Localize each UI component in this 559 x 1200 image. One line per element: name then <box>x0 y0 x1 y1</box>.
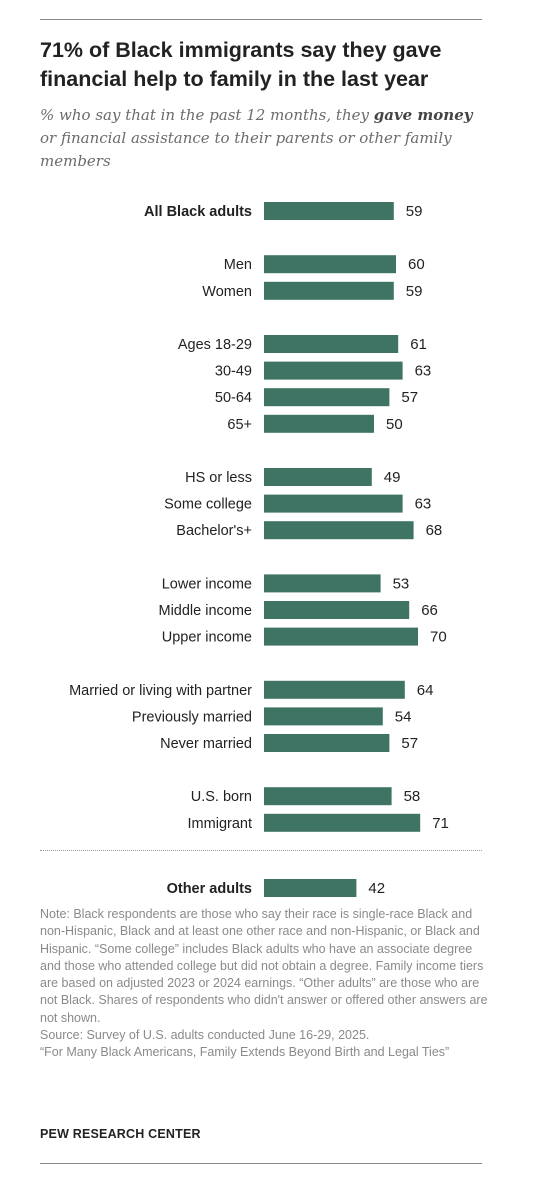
top-rule <box>40 19 482 20</box>
category-label-previously-married: Previously married <box>132 709 252 725</box>
value-label-never-married: 57 <box>401 735 418 752</box>
bar-lower-income <box>264 574 381 593</box>
value-label-some-college: 63 <box>415 496 432 513</box>
value-label-all-black-adults: 59 <box>406 203 423 220</box>
value-label-other-adults: 42 <box>368 880 385 897</box>
report-title: “For Many Black Americans, Family Extend… <box>40 1045 450 1060</box>
category-label-u-s-born: U.S. born <box>191 789 252 805</box>
category-label-men: Men <box>224 257 252 273</box>
chart-title: 71% of Black immigrants say they gave fi… <box>40 38 442 91</box>
category-label-hs-or-less: HS or less <box>185 470 252 486</box>
value-label-30-49: 63 <box>415 363 432 380</box>
bar-previously-married <box>264 707 383 726</box>
category-label-middle-income: Middle income <box>159 603 253 619</box>
category-label-lower-income: Lower income <box>162 576 252 592</box>
bar-upper-income <box>264 627 418 646</box>
subtitle-text: % who say that in the past 12 months, th… <box>40 106 374 124</box>
value-label-65: 50 <box>386 416 403 433</box>
bar-ages-18-29 <box>264 335 399 353</box>
value-label-hs-or-less: 49 <box>384 469 401 486</box>
note-text: Note: Black respondents are those who sa… <box>40 907 488 1025</box>
bar-immigrant <box>264 813 421 832</box>
bar-65 <box>264 414 374 433</box>
bottom-rule <box>40 1163 482 1164</box>
chart-subtitle: % who say that in the past 12 months, th… <box>40 104 490 173</box>
value-label-married-or-living-with-partner: 64 <box>417 682 434 699</box>
value-label-men: 60 <box>408 256 425 273</box>
category-label-upper-income: Upper income <box>162 630 252 646</box>
category-label-some-college: Some college <box>164 497 252 513</box>
dotted-divider <box>40 850 482 851</box>
category-label-immigrant: Immigrant <box>188 816 252 832</box>
bar-other-adults <box>264 879 357 897</box>
category-label-other-adults: Other adults <box>167 881 252 897</box>
category-label-30-49: 30-49 <box>215 364 252 380</box>
category-label-ages-18-29: Ages 18-29 <box>178 337 252 353</box>
value-label-bachelor-s: 68 <box>426 522 443 539</box>
category-label-all-black-adults: All Black adults <box>144 204 252 220</box>
value-label-previously-married: 54 <box>395 708 412 725</box>
value-label-upper-income: 70 <box>430 629 447 646</box>
category-label-never-married: Never married <box>160 736 252 752</box>
bar-u-s-born <box>264 787 392 806</box>
bar-bachelor-s <box>264 521 414 540</box>
chart-note: Note: Black respondents are those who sa… <box>40 906 488 1062</box>
value-label-u-s-born: 58 <box>404 788 421 805</box>
subtitle-text-end: or financial assistance to their parents… <box>40 129 452 170</box>
value-label-lower-income: 53 <box>393 575 410 592</box>
source-text: Source: Survey of U.S. adults conducted … <box>40 1028 370 1043</box>
bar-hs-or-less <box>264 468 372 486</box>
value-label-immigrant: 71 <box>432 815 449 832</box>
bar-never-married <box>264 734 390 752</box>
category-label-married-or-living-with-partner: Married or living with partner <box>69 683 252 699</box>
value-label-50-64: 57 <box>401 389 418 406</box>
bar-men <box>264 255 396 274</box>
bar-chart: All Black adults 59 Men 60 Women 59 Ages 18-29… <box>69 202 449 897</box>
subtitle-emphasis: gave money <box>373 106 473 124</box>
bar-married-or-living-with-partner <box>264 680 405 699</box>
category-label-50-64: 50-64 <box>215 390 252 406</box>
bar-30-49 <box>264 361 403 380</box>
value-label-ages-18-29: 61 <box>410 336 427 353</box>
pew-logo: PEW RESEARCH CENTER <box>40 1127 201 1141</box>
bar-50-64 <box>264 388 390 407</box>
category-label-bachelor-s: Bachelor's+ <box>176 523 252 539</box>
category-label-women: Women <box>202 284 252 300</box>
category-label-65: 65+ <box>227 417 252 433</box>
bar-middle-income <box>264 601 410 619</box>
bar-women <box>264 281 394 300</box>
bar-some-college <box>264 494 403 513</box>
value-label-women: 59 <box>406 283 423 300</box>
bar-all-black-adults <box>264 202 394 220</box>
value-label-middle-income: 66 <box>421 602 438 619</box>
